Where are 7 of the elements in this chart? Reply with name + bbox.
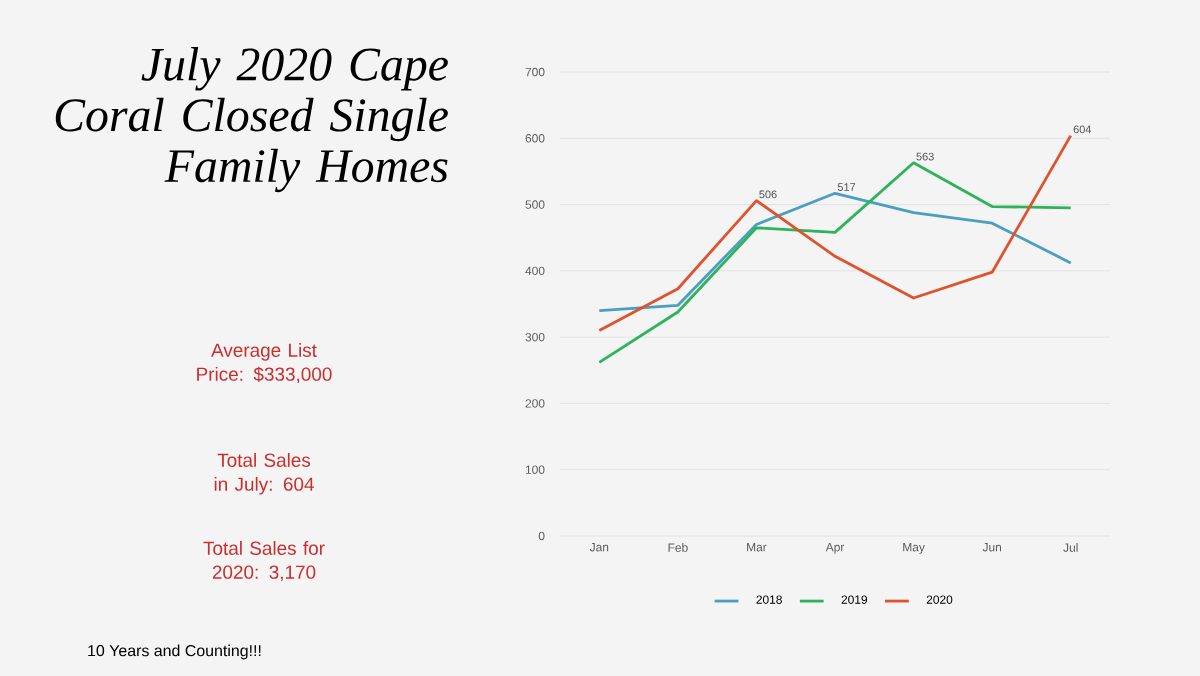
- chart-title: July 2020 Cape Coral Closed Single Family Homes: [55, 47, 448, 193]
- text: Average List Price: $333,000: [197, 343, 332, 384]
- line-series: [597, 134, 1073, 332]
- text: Total Sales for 2020: 3,170: [203, 541, 325, 582]
- text: Total Sales in July: 604: [214, 453, 314, 495]
- line-series: [597, 191, 1073, 313]
- line-series: [597, 161, 1073, 364]
